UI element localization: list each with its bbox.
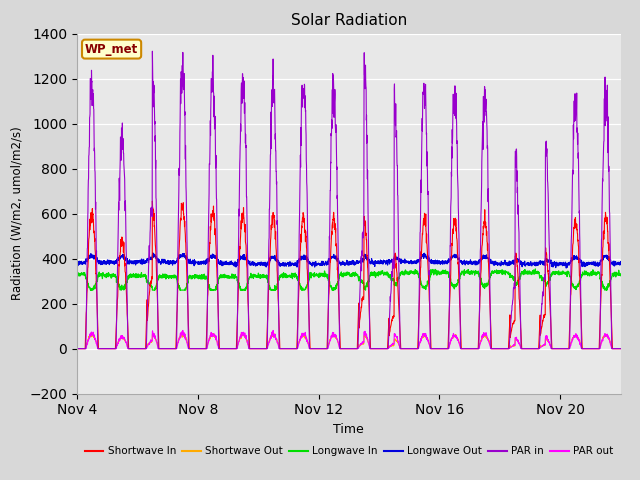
Longwave In xyxy=(194,272,202,278)
Title: Solar Radiation: Solar Radiation xyxy=(291,13,407,28)
Longwave Out xyxy=(159,257,166,263)
Longwave In xyxy=(126,272,134,278)
PAR in xyxy=(366,346,374,351)
PAR out xyxy=(125,346,133,351)
Line: Longwave In: Longwave In xyxy=(77,269,621,290)
PAR in xyxy=(271,88,278,94)
Shortwave In xyxy=(194,346,202,351)
Longwave Out xyxy=(271,256,278,262)
Shortwave Out xyxy=(617,346,625,351)
Line: Longwave Out: Longwave Out xyxy=(77,253,621,268)
Longwave Out xyxy=(73,260,81,265)
PAR out xyxy=(547,344,554,349)
PAR out xyxy=(179,327,187,333)
Shortwave Out xyxy=(366,345,374,350)
Longwave In xyxy=(617,273,625,278)
Longwave Out xyxy=(366,260,374,265)
Longwave In xyxy=(86,287,94,293)
Shortwave Out xyxy=(271,334,278,339)
Longwave In xyxy=(547,274,555,280)
Shortwave In xyxy=(617,346,625,351)
Shortwave Out xyxy=(73,346,81,351)
Longwave Out xyxy=(563,265,570,271)
Line: Shortwave Out: Shortwave Out xyxy=(77,333,621,348)
PAR in xyxy=(148,48,156,54)
Line: PAR out: PAR out xyxy=(77,330,621,348)
PAR in xyxy=(194,346,202,351)
Shortwave Out xyxy=(194,346,202,351)
X-axis label: Time: Time xyxy=(333,423,364,436)
PAR out xyxy=(271,334,278,339)
Y-axis label: Radiation (W/m2, umol/m2/s): Radiation (W/m2, umol/m2/s) xyxy=(11,127,24,300)
Longwave In xyxy=(271,287,278,293)
PAR in xyxy=(73,346,81,351)
PAR out xyxy=(366,346,374,351)
Longwave In xyxy=(73,272,81,278)
PAR in xyxy=(547,312,554,317)
Shortwave In xyxy=(73,346,81,351)
PAR in xyxy=(125,346,133,351)
Line: PAR in: PAR in xyxy=(77,51,621,348)
Longwave Out xyxy=(617,261,625,266)
Shortwave Out xyxy=(177,330,185,336)
Text: WP_met: WP_met xyxy=(85,43,138,56)
Shortwave In xyxy=(148,198,156,204)
Longwave Out xyxy=(125,257,133,263)
Longwave In xyxy=(531,266,539,272)
Longwave Out xyxy=(194,260,202,265)
PAR out xyxy=(73,346,81,351)
Longwave Out xyxy=(149,250,157,256)
Longwave In xyxy=(366,273,374,279)
PAR in xyxy=(617,346,625,351)
Shortwave In xyxy=(125,346,133,351)
Shortwave Out xyxy=(159,346,166,351)
Shortwave In xyxy=(366,333,374,339)
PAR out xyxy=(617,346,625,351)
Shortwave Out xyxy=(125,346,133,351)
Shortwave In xyxy=(271,225,278,230)
Shortwave Out xyxy=(547,343,554,348)
PAR out xyxy=(159,346,166,351)
Legend: Shortwave In, Shortwave Out, Longwave In, Longwave Out, PAR in, PAR out: Shortwave In, Shortwave Out, Longwave In… xyxy=(81,442,617,460)
Shortwave In xyxy=(547,317,554,323)
Longwave Out xyxy=(547,258,554,264)
Shortwave In xyxy=(159,346,166,351)
Longwave In xyxy=(159,273,166,279)
PAR out xyxy=(194,346,202,351)
PAR in xyxy=(159,346,166,351)
Line: Shortwave In: Shortwave In xyxy=(77,201,621,348)
